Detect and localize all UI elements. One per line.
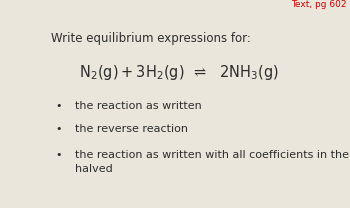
Text: •: • <box>55 150 62 160</box>
Text: •: • <box>55 101 62 111</box>
Text: the reverse reaction: the reverse reaction <box>75 124 188 134</box>
Text: •: • <box>55 124 62 134</box>
Text: Write equilibrium expressions for:: Write equilibrium expressions for: <box>50 32 250 45</box>
Text: $\mathrm{N_2(g) + 3H_2(g)}$  ⇌   $\mathrm{2NH_3(g)}$: $\mathrm{N_2(g) + 3H_2(g)}$ ⇌ $\mathrm{2… <box>79 63 279 82</box>
Text: the reaction as written with all coefficients in the equation
halved: the reaction as written with all coeffic… <box>75 150 350 174</box>
Text: the reaction as written: the reaction as written <box>75 101 202 111</box>
Text: Text, pg 602: Text, pg 602 <box>291 0 346 9</box>
